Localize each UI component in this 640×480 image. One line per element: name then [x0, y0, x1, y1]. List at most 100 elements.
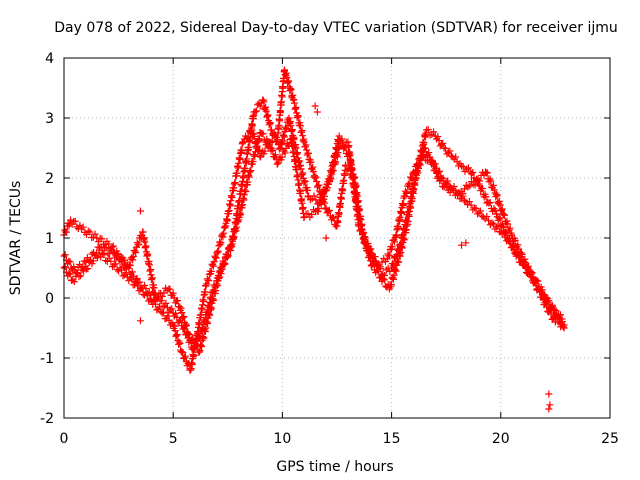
- data-point: [487, 177, 495, 185]
- data-point: [216, 273, 224, 281]
- data-point: [390, 260, 398, 268]
- data-point: [128, 268, 136, 276]
- data-point: [378, 258, 386, 266]
- data-point: [361, 234, 369, 242]
- data-point: [307, 158, 315, 166]
- data-point: [427, 156, 435, 164]
- data-point: [325, 206, 333, 214]
- data-point: [273, 160, 281, 168]
- data-point: [181, 352, 189, 360]
- data-point: [353, 206, 361, 214]
- data-point: [330, 214, 338, 222]
- data-point: [233, 223, 241, 231]
- data-point: [303, 186, 311, 194]
- data-point: [112, 252, 120, 260]
- data-point: [452, 153, 460, 161]
- data-point: [173, 331, 181, 339]
- data-point: [79, 223, 87, 231]
- data-point: [406, 179, 414, 187]
- data-point: [315, 205, 323, 213]
- data-point: [255, 135, 263, 143]
- data-point: [146, 296, 154, 304]
- axis-ticks: 0 5 10 15 20 25 -2 -1 0 1 2 3 4: [40, 51, 619, 447]
- data-point: [233, 217, 241, 225]
- data-point: [556, 311, 564, 319]
- data-point: [297, 189, 305, 197]
- data-point: [162, 299, 170, 307]
- data-point: [364, 240, 372, 248]
- data-point: [243, 135, 251, 143]
- data-point: [224, 251, 232, 259]
- data-point: [231, 179, 239, 187]
- data-point: [65, 257, 73, 265]
- data-point: [522, 260, 530, 268]
- data-point: [232, 227, 240, 235]
- data-point: [540, 291, 548, 299]
- data-point: [365, 254, 373, 262]
- data-point: [538, 286, 546, 294]
- data-point: [145, 261, 153, 269]
- data-point: [184, 330, 192, 338]
- data-point: [299, 204, 307, 212]
- data-point: [72, 269, 80, 277]
- data-point: [173, 331, 181, 339]
- data-point: [336, 199, 344, 207]
- data-point: [324, 208, 332, 216]
- data-point: [471, 181, 479, 189]
- data-point: [317, 200, 325, 208]
- data-point: [486, 199, 494, 207]
- data-point: [482, 193, 490, 201]
- data-point: [397, 248, 405, 256]
- data-point: [129, 256, 137, 264]
- data-point: [198, 343, 206, 351]
- data-point: [126, 274, 134, 282]
- y-tick-label: 4: [45, 51, 54, 67]
- outlier-point: [322, 234, 330, 242]
- data-point: [148, 274, 156, 282]
- data-point: [495, 197, 503, 205]
- data-point: [245, 144, 253, 152]
- data-point: [139, 228, 147, 236]
- data-point: [313, 178, 321, 186]
- data-point: [260, 98, 268, 106]
- data-point: [144, 251, 152, 259]
- data-point: [238, 146, 246, 154]
- y-tick-label: 3: [45, 111, 54, 127]
- data-point: [253, 107, 261, 115]
- data-point: [244, 133, 252, 141]
- data-point: [467, 201, 475, 209]
- data-point: [142, 242, 150, 250]
- data-point: [136, 285, 144, 293]
- data-point: [287, 86, 295, 94]
- data-point: [352, 196, 360, 204]
- plot-frame: [63, 57, 611, 419]
- data-point: [141, 238, 149, 246]
- data-point: [421, 144, 429, 152]
- data-point: [210, 296, 218, 304]
- data-point: [79, 263, 87, 271]
- data-point: [106, 250, 114, 258]
- data-point: [207, 267, 215, 275]
- data-point: [492, 190, 500, 198]
- data-point: [552, 307, 560, 315]
- data-point: [385, 252, 393, 260]
- data-point: [295, 180, 303, 188]
- data-point: [223, 216, 231, 224]
- y-tick-label: -2: [40, 411, 54, 427]
- data-point: [248, 126, 256, 134]
- data-point: [138, 284, 146, 292]
- data-point: [175, 338, 183, 346]
- data-point: [548, 301, 556, 309]
- data-point: [189, 334, 197, 342]
- data-point: [467, 170, 475, 178]
- data-point: [388, 243, 396, 251]
- data-point: [73, 223, 81, 231]
- data-point: [98, 235, 106, 243]
- data-point: [82, 258, 90, 266]
- data-point: [494, 222, 502, 230]
- data-point: [247, 167, 255, 175]
- data-point: [227, 241, 235, 249]
- data-point: [314, 208, 322, 216]
- data-point: [227, 242, 235, 250]
- data-point: [65, 269, 73, 277]
